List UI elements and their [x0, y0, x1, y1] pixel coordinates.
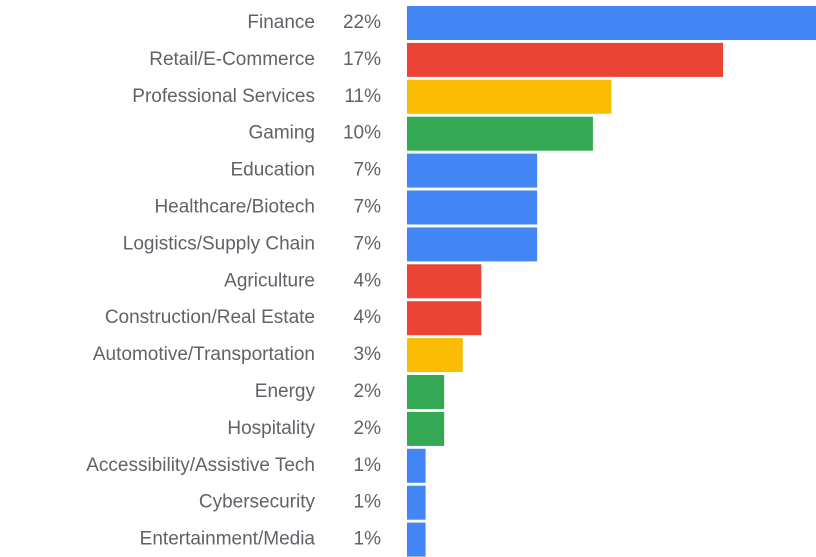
category-label: Finance	[247, 12, 315, 33]
value-label: 11%	[344, 86, 381, 107]
value-label: 1%	[354, 455, 382, 476]
bar	[407, 6, 816, 40]
bar	[407, 301, 482, 336]
bar	[407, 264, 482, 299]
value-label: 3%	[354, 344, 382, 365]
category-label: Gaming	[248, 123, 315, 144]
value-label: 10%	[343, 123, 381, 144]
bar	[407, 375, 445, 409]
value-label: 17%	[343, 49, 381, 70]
bar	[407, 227, 538, 262]
value-label: 7%	[354, 233, 382, 254]
category-label: Cybersecurity	[199, 492, 316, 513]
bar	[407, 448, 426, 483]
category-label: Automotive/Transportation	[93, 344, 315, 365]
bar	[407, 79, 612, 114]
value-label: 22%	[343, 12, 381, 33]
bar	[407, 522, 426, 557]
value-label: 1%	[354, 529, 382, 550]
bar	[407, 485, 426, 520]
value-label: 4%	[354, 307, 382, 328]
category-label: Construction/Real Estate	[105, 307, 315, 328]
category-label: Hospitality	[227, 418, 315, 439]
value-label: 2%	[354, 418, 382, 439]
bar	[407, 42, 724, 77]
category-label: Logistics/Supply Chain	[123, 233, 315, 254]
category-label: Retail/E-Commerce	[149, 49, 315, 70]
bar	[407, 190, 538, 225]
bar	[407, 153, 538, 188]
value-label: 2%	[354, 381, 382, 402]
bar	[407, 338, 463, 373]
category-label: Professional Services	[132, 86, 315, 107]
category-label: Accessibility/Assistive Tech	[86, 455, 315, 476]
category-label: Healthcare/Biotech	[154, 197, 315, 218]
value-label: 7%	[354, 160, 382, 181]
bar	[407, 411, 445, 446]
value-label: 1%	[354, 492, 382, 513]
category-label: Education	[230, 160, 315, 181]
value-label: 7%	[354, 197, 382, 218]
category-label: Agriculture	[224, 270, 315, 291]
bar	[407, 116, 593, 151]
category-label: Entertainment/Media	[140, 529, 316, 550]
value-label: 4%	[354, 270, 382, 291]
category-label: Energy	[255, 381, 316, 402]
